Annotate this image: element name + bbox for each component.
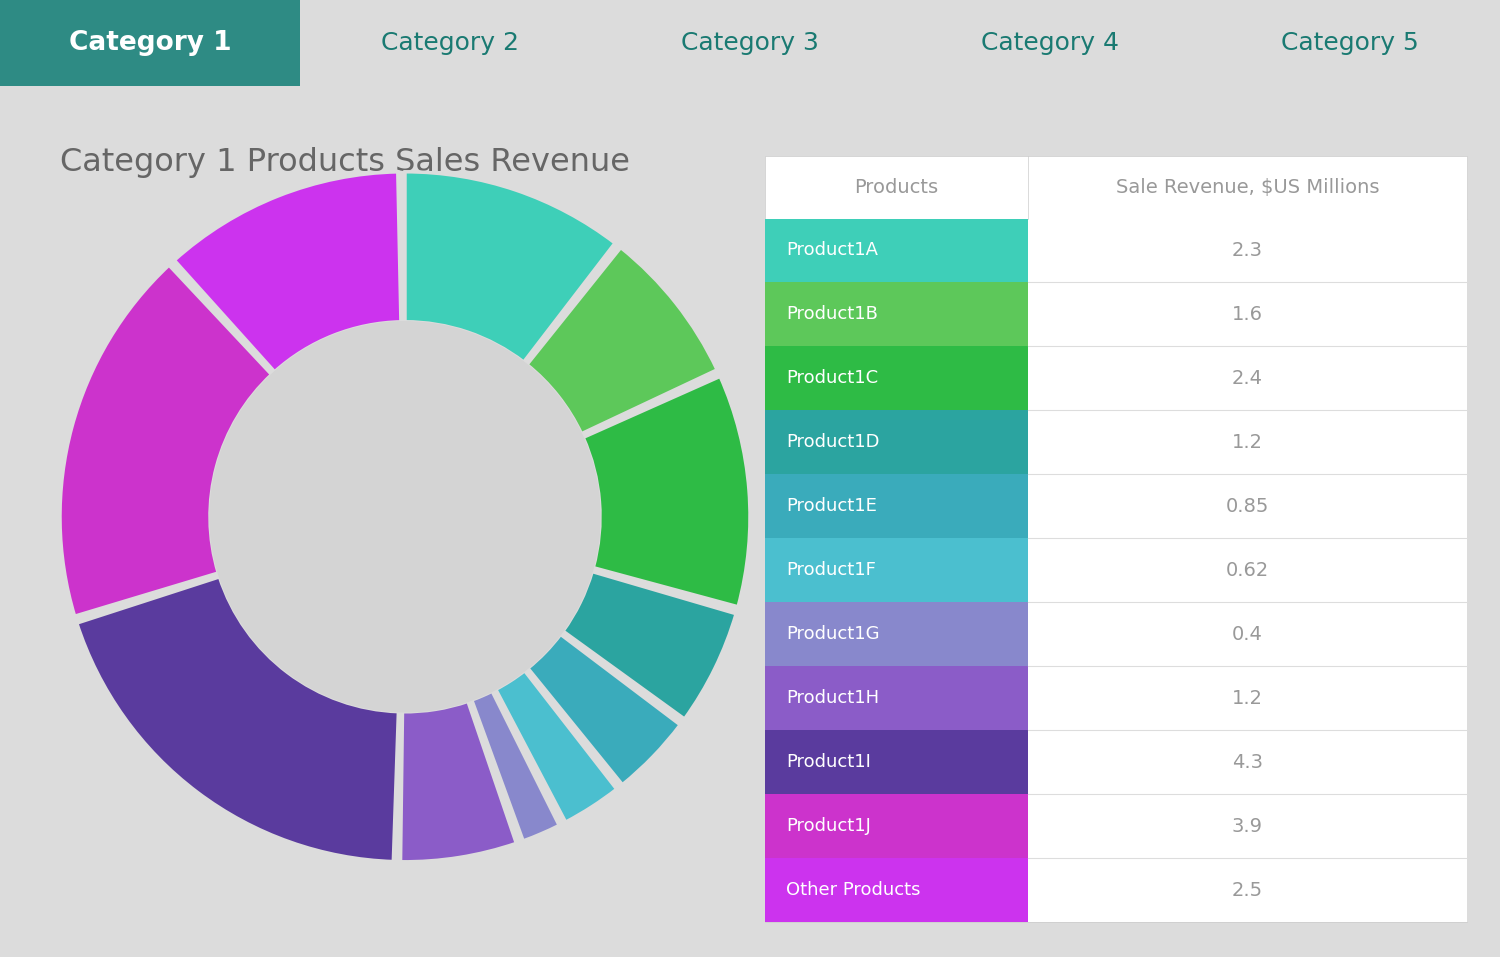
Bar	[765, 666, 1028, 730]
Text: Product1E: Product1E	[786, 498, 877, 516]
Bar	[765, 282, 1028, 346]
Circle shape	[210, 322, 600, 712]
Text: Category 1: Category 1	[69, 30, 231, 56]
Text: 3.9: 3.9	[1232, 816, 1263, 835]
Bar	[0, 0, 300, 86]
Wedge shape	[76, 577, 399, 861]
Wedge shape	[174, 172, 400, 371]
Wedge shape	[526, 248, 717, 434]
Bar	[1028, 346, 1467, 411]
Wedge shape	[405, 171, 615, 362]
Text: Other Products: Other Products	[786, 881, 921, 900]
Bar	[1028, 282, 1467, 346]
Text: Product1J: Product1J	[786, 817, 871, 835]
Text: Products: Products	[853, 178, 939, 196]
Text: Product1I: Product1I	[786, 753, 871, 771]
Bar	[765, 539, 1028, 602]
Text: Category 2: Category 2	[381, 31, 519, 56]
Text: Product1A: Product1A	[786, 241, 877, 259]
Text: 1.2: 1.2	[1232, 433, 1263, 452]
Bar	[1028, 666, 1467, 730]
Bar	[1028, 794, 1467, 858]
Bar	[765, 156, 1467, 218]
Text: 0.62: 0.62	[1226, 561, 1269, 580]
Bar	[1028, 858, 1467, 923]
Bar	[1028, 218, 1467, 282]
Text: Product1D: Product1D	[786, 434, 879, 452]
Text: 2.5: 2.5	[1232, 880, 1263, 900]
Bar	[765, 218, 1028, 282]
Bar	[765, 411, 1028, 475]
Bar	[1028, 411, 1467, 475]
Wedge shape	[472, 691, 560, 841]
Text: Category 1 Products Sales Revenue: Category 1 Products Sales Revenue	[60, 147, 630, 178]
Wedge shape	[496, 671, 616, 822]
Text: 4.3: 4.3	[1232, 753, 1263, 771]
Bar	[1028, 539, 1467, 602]
Wedge shape	[584, 376, 750, 607]
Bar	[765, 858, 1028, 923]
Wedge shape	[528, 634, 680, 785]
Text: Product1H: Product1H	[786, 689, 879, 707]
Text: 2.4: 2.4	[1232, 369, 1263, 388]
Text: Product1F: Product1F	[786, 562, 876, 579]
Bar	[1028, 602, 1467, 666]
Wedge shape	[60, 265, 272, 616]
Text: 1.6: 1.6	[1232, 305, 1263, 324]
Text: 1.2: 1.2	[1232, 689, 1263, 708]
Bar	[765, 602, 1028, 666]
Text: Sale Revenue, $US Millions: Sale Revenue, $US Millions	[1116, 178, 1378, 196]
Wedge shape	[400, 701, 516, 862]
Text: 0.4: 0.4	[1232, 625, 1263, 644]
Text: 2.3: 2.3	[1232, 241, 1263, 260]
Text: 0.85: 0.85	[1226, 497, 1269, 516]
Text: Product1B: Product1B	[786, 305, 877, 323]
Wedge shape	[562, 571, 736, 719]
Bar	[1028, 730, 1467, 794]
Bar	[765, 346, 1028, 411]
Text: Category 4: Category 4	[981, 31, 1119, 56]
Bar	[765, 730, 1028, 794]
Bar	[765, 475, 1028, 539]
Text: Category 3: Category 3	[681, 31, 819, 56]
Text: Category 5: Category 5	[1281, 31, 1419, 56]
Bar	[1028, 475, 1467, 539]
Text: Product1C: Product1C	[786, 369, 877, 388]
Bar	[765, 794, 1028, 858]
Text: Product1G: Product1G	[786, 625, 879, 643]
